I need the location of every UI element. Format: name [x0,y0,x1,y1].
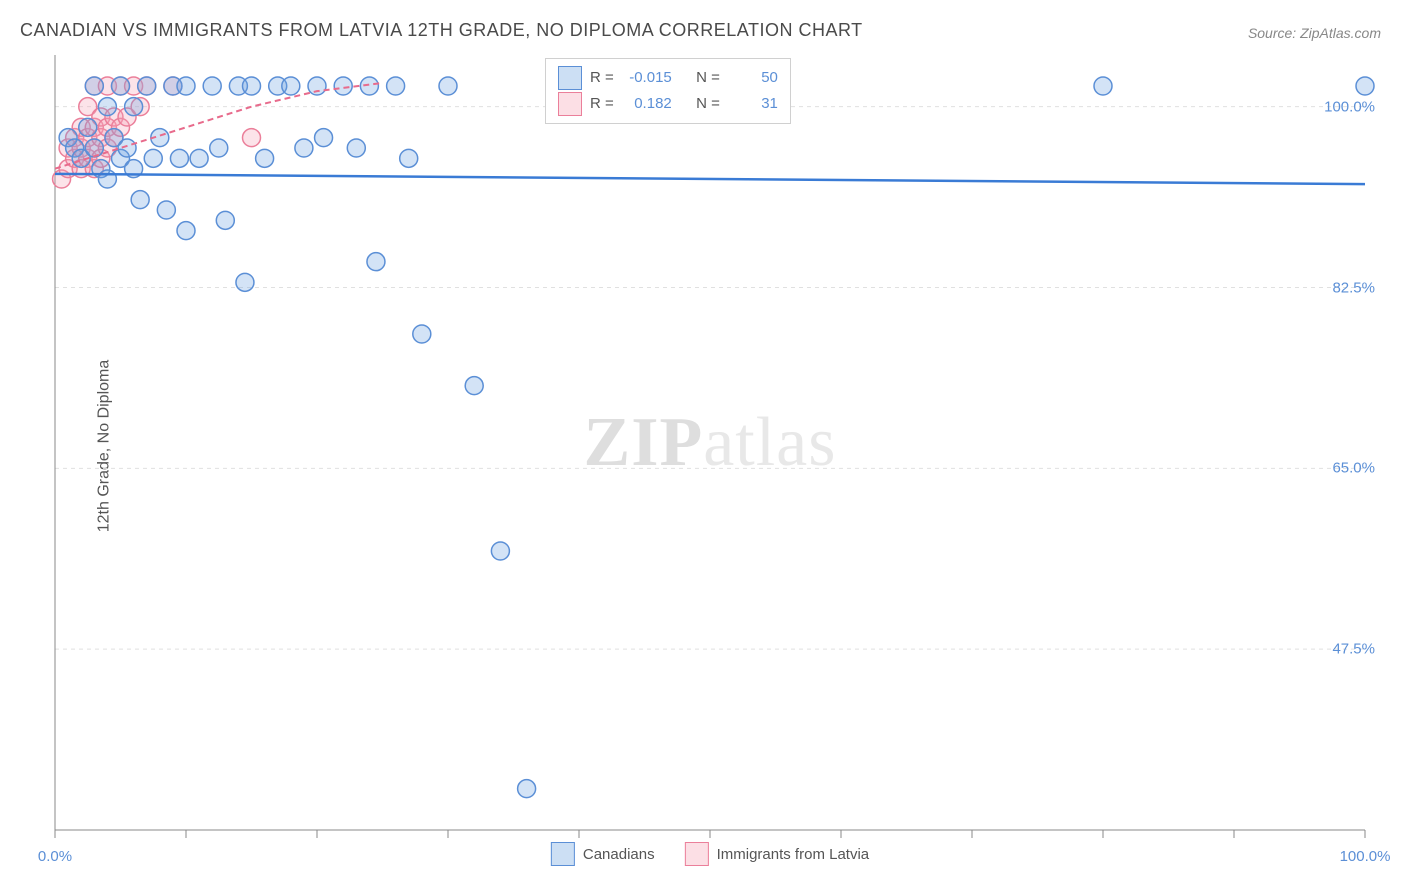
y-tick-label: 65.0% [1305,460,1375,477]
legend-swatch-pink [558,92,582,116]
n-value-canadians: 50 [728,65,778,91]
correlation-legend: R = -0.015 N = 50 R = 0.182 N = 31 [545,58,791,124]
legend-item-immigrants: Immigrants from Latvia [685,842,870,866]
y-tick-label: 100.0% [1305,98,1375,115]
r-value-canadians: -0.015 [622,65,672,91]
n-label: N = [696,65,720,91]
legend-label-canadians: Canadians [583,846,655,863]
legend-swatch-blue [558,66,582,90]
n-label: N = [696,91,720,117]
legend-label-immigrants: Immigrants from Latvia [717,846,870,863]
x-tick-label: 100.0% [1340,848,1391,865]
source-label: Source: ZipAtlas.com [1248,25,1381,41]
n-value-immigrants: 31 [728,91,778,117]
y-tick-label: 47.5% [1305,641,1375,658]
chart-title: CANADIAN VS IMMIGRANTS FROM LATVIA 12TH … [20,20,863,41]
legend-swatch-blue [551,842,575,866]
r-value-immigrants: 0.182 [622,91,672,117]
r-label: R = [590,65,614,91]
x-tick-label: 0.0% [38,848,72,865]
legend-swatch-pink [685,842,709,866]
r-label: R = [590,91,614,117]
legend-row-immigrants: R = 0.182 N = 31 [558,91,778,117]
y-tick-label: 82.5% [1305,279,1375,296]
legend-item-canadians: Canadians [551,842,655,866]
chart-plot-area: ZIPatlas R = -0.015 N = 50 R = 0.182 N =… [55,55,1365,830]
scatter-chart-svg [55,55,1365,830]
legend-row-canadians: R = -0.015 N = 50 [558,65,778,91]
series-legend: Canadians Immigrants from Latvia [551,842,869,866]
